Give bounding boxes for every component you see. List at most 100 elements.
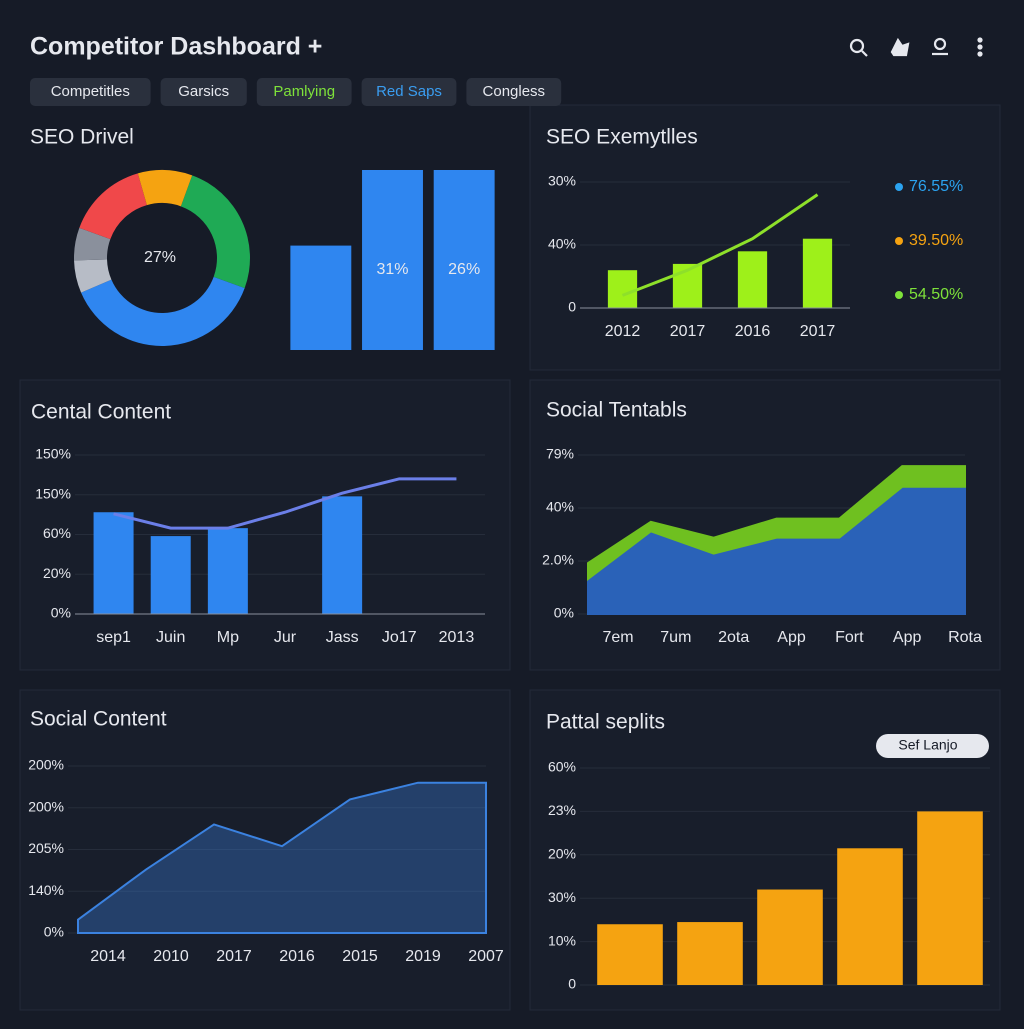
tab[interactable] [361, 78, 457, 106]
button-label[interactable]: Sef Lanjo [898, 737, 957, 753]
x-tick-label: 2017 [670, 323, 706, 340]
button[interactable] [876, 734, 989, 758]
menu-icon[interactable] [977, 37, 983, 43]
y-tick-label: 23% [548, 802, 576, 818]
area [587, 465, 966, 582]
y-tick-label: 150% [35, 485, 71, 501]
y-tick-label: 0% [44, 924, 64, 940]
y-tick-label: 20% [43, 565, 71, 581]
tab-label[interactable]: Red Saps [376, 83, 442, 100]
tab[interactable] [466, 78, 562, 106]
x-tick-label: 2010 [153, 948, 189, 965]
header-title: Competitor Dashboard + [30, 33, 322, 61]
search-icon[interactable] [849, 38, 865, 54]
donut-center-label: 27% [144, 249, 176, 266]
tab-label[interactable]: Pamlying [273, 83, 335, 100]
legend-label: 39.50% [909, 232, 963, 249]
bar-label: 26% [448, 261, 480, 278]
donut-slice [81, 276, 245, 346]
tab-label[interactable]: Competitles [51, 83, 130, 100]
y-tick-label: 0 [568, 976, 576, 992]
donut-slice [73, 227, 111, 261]
chart-title: Social Tentabls [546, 399, 687, 422]
bar-label: 31% [376, 261, 408, 278]
chart-title: Social Content [30, 708, 167, 731]
x-tick-label: 2017 [216, 948, 252, 965]
x-tick-label: 2012 [605, 323, 641, 340]
x-tick-label: Fort [835, 629, 864, 646]
y-tick-label: 30% [548, 889, 576, 905]
tab[interactable] [30, 78, 151, 106]
x-tick-label: Juin [156, 629, 185, 646]
x-tick-label: Mp [217, 629, 239, 646]
y-tick-label: 0% [51, 605, 71, 621]
bar [737, 251, 768, 308]
y-tick-label: 205% [28, 840, 64, 856]
x-tick-label: 2013 [439, 629, 475, 646]
bar [290, 245, 352, 350]
y-tick-label: 30% [548, 173, 576, 189]
bar [207, 528, 248, 614]
donut-slice [74, 259, 112, 293]
panel [529, 104, 1001, 371]
donut-slice [137, 170, 193, 207]
legend-dot [895, 237, 903, 245]
x-tick-label: App [893, 629, 922, 646]
x-tick-label: 7um [660, 629, 691, 646]
chart-title: SEO Drivel [30, 126, 134, 149]
y-tick-label: 150% [35, 446, 71, 462]
bar [757, 889, 823, 985]
y-tick-label: 10% [548, 932, 576, 948]
chart-title: Cental Content [31, 401, 171, 424]
donut-slice [180, 175, 250, 289]
x-tick-label: 2016 [735, 323, 771, 340]
tab-label[interactable]: Congless [483, 83, 546, 100]
y-tick-label: 40% [548, 236, 576, 252]
y-tick-label: 20% [548, 846, 576, 862]
bar [607, 270, 638, 308]
x-tick-label: 2019 [405, 948, 441, 965]
search-icon[interactable] [861, 50, 868, 57]
y-tick-label: 140% [28, 882, 64, 898]
y-tick-label: 200% [28, 798, 64, 814]
line [621, 193, 819, 297]
x-tick-label: 2017 [800, 323, 836, 340]
legend-label: 76.55% [909, 178, 963, 195]
x-tick-label: 2ota [718, 629, 749, 646]
x-tick-label: 2016 [279, 948, 315, 965]
x-tick-label: sep1 [96, 629, 131, 646]
x-tick-label: Jur [274, 629, 297, 646]
donut-slice [79, 173, 147, 240]
bar [433, 170, 495, 350]
menu-icon[interactable] [977, 44, 983, 50]
bar [597, 924, 663, 985]
bar [917, 811, 983, 985]
x-tick-label: Jo17 [382, 629, 417, 646]
x-tick-label: Rota [948, 629, 982, 646]
x-tick-label: App [777, 629, 806, 646]
hand-icon[interactable] [890, 37, 910, 57]
area [77, 781, 487, 934]
y-tick-label: 60% [43, 525, 71, 541]
tab[interactable] [160, 78, 247, 106]
bar [362, 170, 423, 350]
chart-title: Pattal seplits [546, 711, 665, 734]
bar [150, 536, 191, 614]
user-icon[interactable] [933, 37, 947, 51]
legend-dot [895, 183, 903, 191]
y-tick-label: 2.0% [542, 552, 574, 568]
bar [322, 496, 363, 614]
legend-label: 54.50% [909, 286, 963, 303]
tab-label[interactable]: Garsics [178, 83, 229, 100]
legend-dot [895, 291, 903, 299]
menu-icon[interactable] [977, 51, 983, 57]
x-tick-label: 7em [602, 629, 633, 646]
bar [93, 512, 134, 614]
bar [677, 922, 743, 985]
y-tick-label: 40% [546, 499, 574, 515]
y-tick-label: 79% [546, 446, 574, 462]
tab[interactable] [256, 78, 352, 106]
toolbar[interactable] [849, 37, 983, 57]
y-tick-label: 0% [554, 605, 574, 621]
